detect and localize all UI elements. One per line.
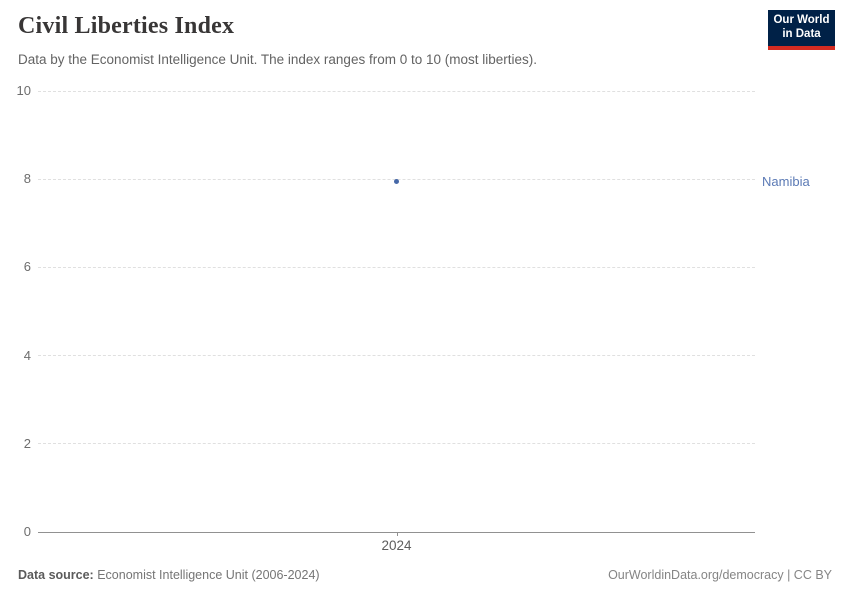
owid-logo-line2: in Data — [782, 28, 821, 40]
entity-label-namibia[interactable]: Namibia — [762, 173, 810, 189]
y-axis-tick-label: 10 — [16, 83, 31, 98]
gridline — [38, 443, 755, 445]
y-axis-tick-label: 6 — [23, 259, 31, 275]
y-axis-tick-label: 2 — [23, 435, 31, 451]
x-axis-tick-label: 2024 — [381, 538, 412, 553]
y-axis-tick-label: 4 — [23, 347, 31, 363]
x-axis-tick — [396, 532, 398, 536]
chart-subtitle: Data by the Economist Intelligence Unit.… — [18, 52, 537, 67]
gridline — [38, 266, 755, 268]
chart-title: Civil Liberties Index — [18, 13, 235, 39]
gridline — [38, 355, 755, 357]
owid-logo-line1: Our World — [773, 14, 830, 26]
data-source-note: Data source: Economist Intelligence Unit… — [18, 568, 320, 582]
data-source-text: Economist Intelligence Unit (2006-2024) — [97, 568, 320, 582]
owid-logo[interactable]: Our World in Data — [768, 10, 835, 50]
data-point-namibia[interactable] — [394, 179, 399, 185]
credit-link[interactable]: OurWorldinData.org/democracy | CC BY — [608, 568, 832, 582]
gridline — [38, 178, 755, 180]
y-axis-tick-label: 0 — [23, 524, 31, 539]
gridline — [38, 90, 755, 92]
data-source-label: Data source: — [18, 568, 94, 582]
y-axis-tick-label: 8 — [23, 171, 31, 187]
